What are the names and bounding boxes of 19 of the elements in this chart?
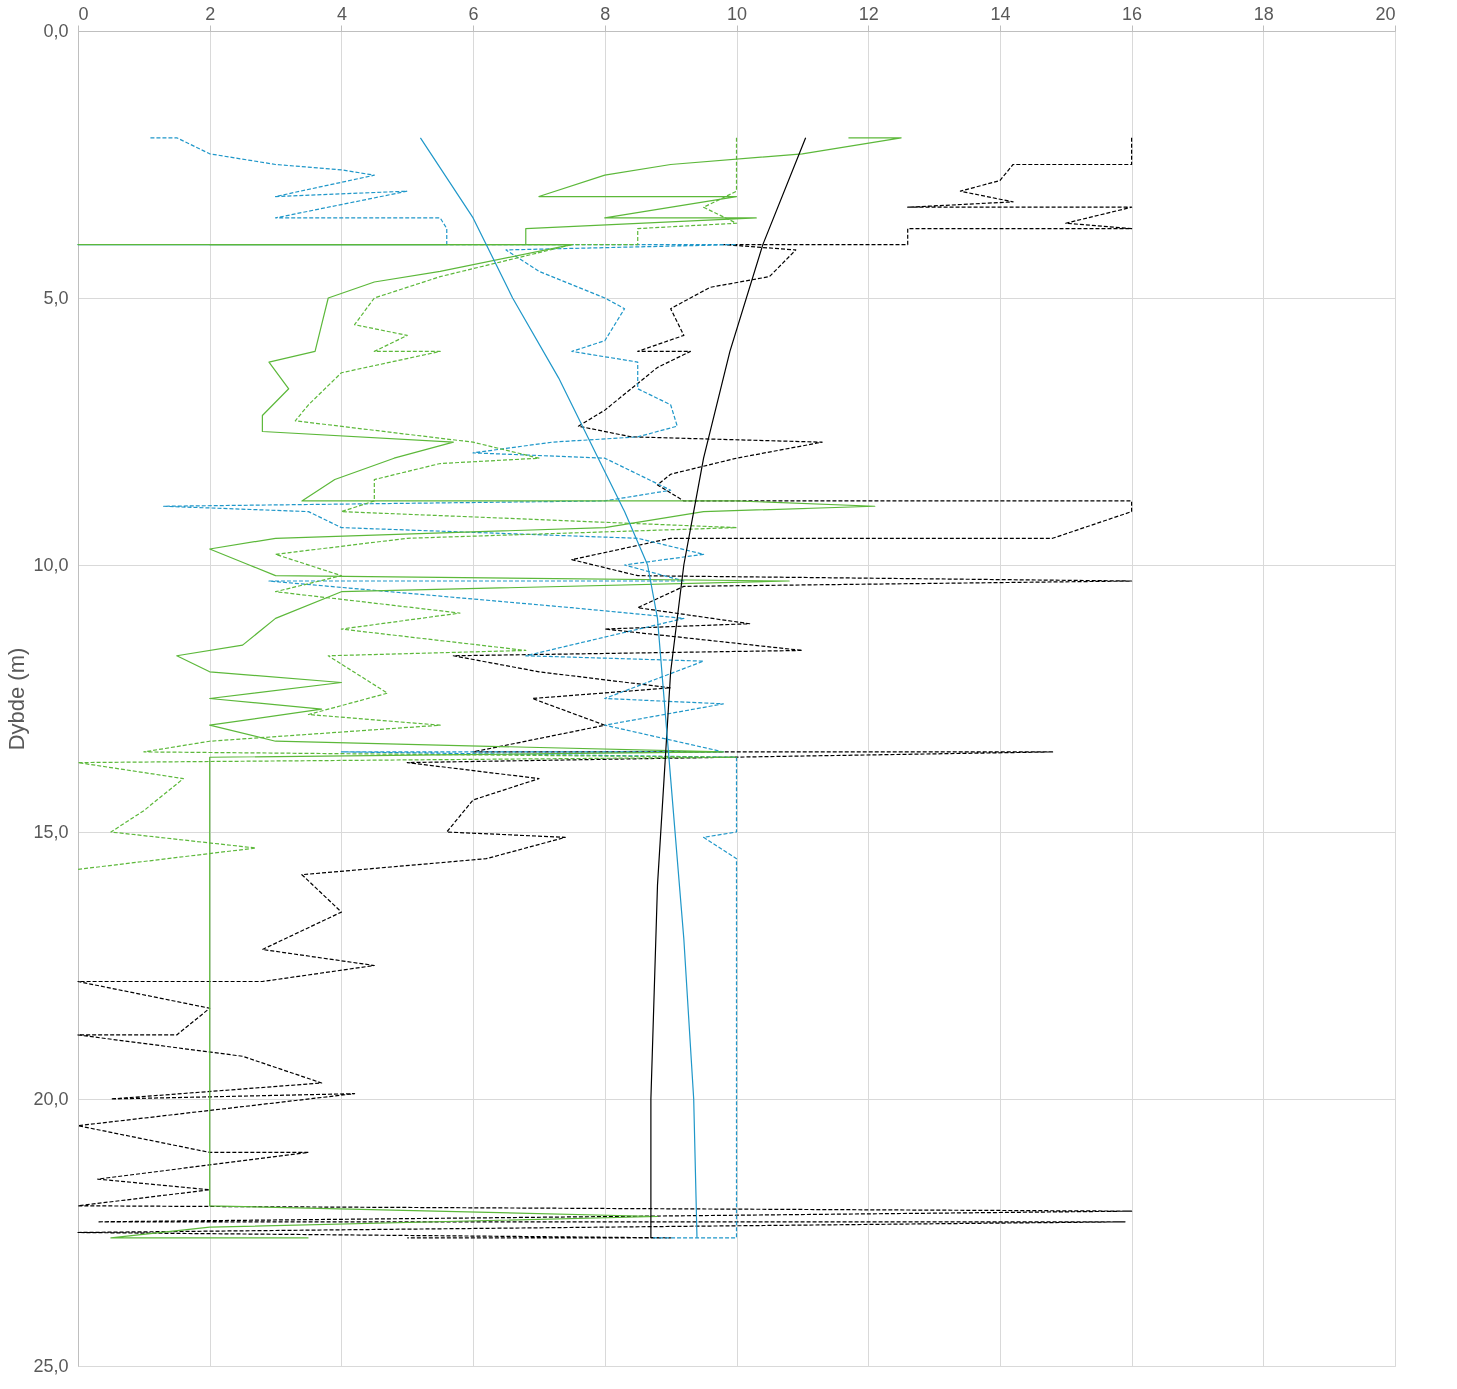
x-tick-label: 8 xyxy=(600,3,611,24)
y-tick-label: 0,0 xyxy=(43,20,69,41)
y-tick-label: 20,0 xyxy=(33,1088,69,1109)
y-tick-label: 15,0 xyxy=(33,821,69,842)
y-tick-label: 5,0 xyxy=(43,287,69,308)
x-tick-label: 16 xyxy=(1122,3,1143,24)
x-tick-label: 4 xyxy=(336,3,347,24)
x-tick-label: 14 xyxy=(990,3,1011,24)
x-tick-label: 6 xyxy=(468,3,479,24)
line-series xyxy=(77,137,1133,1239)
y-axis-title: Dybde (m) xyxy=(4,647,30,751)
x-tick-label: 10 xyxy=(726,3,748,24)
x-tick-label: 12 xyxy=(858,3,879,24)
x-tick-label: 18 xyxy=(1253,3,1274,24)
x-tick-label: 2 xyxy=(205,3,216,24)
y-tick-label: 10,0 xyxy=(33,554,69,575)
x-tick-label: 20 xyxy=(1375,3,1396,24)
x-tick-label: 0 xyxy=(78,3,89,24)
y-tick-label: 25,0 xyxy=(33,1355,69,1376)
